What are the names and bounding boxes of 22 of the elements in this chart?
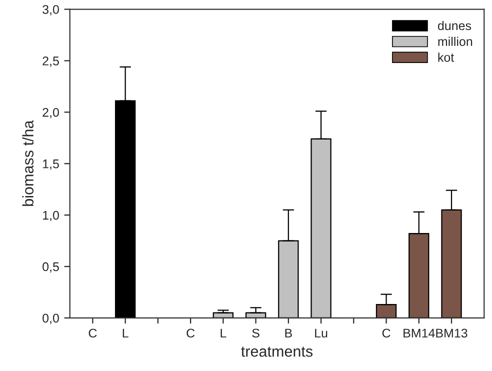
x-tick-label: B [285,328,292,338]
legend-label: million [438,36,472,46]
legend-label: dunes [438,20,472,30]
x-tick-label: BM14 [404,328,435,338]
x-tick-label: C [186,328,195,338]
x-tick-label: L [122,328,128,338]
x-tick-label: C [382,328,390,338]
y-tick-label: 1,0 [43,210,59,222]
y-tick-label: 3,0 [42,5,59,16]
y-tick-label: 0,0 [42,314,59,324]
x-tick-label: C [88,328,97,338]
y-tick-label: 1,5 [43,160,59,170]
x-tick-label: S [252,328,260,338]
legend-label: kot [438,52,454,62]
y-tick-label: 2,0 [42,108,59,118]
y-tick-label: 0,5 [42,262,59,273]
y-axis-title: biomass t/ha [22,120,34,206]
x-tick-label: BM13 [436,328,468,338]
y-tick-label: 2,5 [42,56,59,67]
x-axis-title: treatments [241,346,313,357]
x-tick-label: L [220,328,226,338]
x-tick-label: Lu [315,328,328,338]
